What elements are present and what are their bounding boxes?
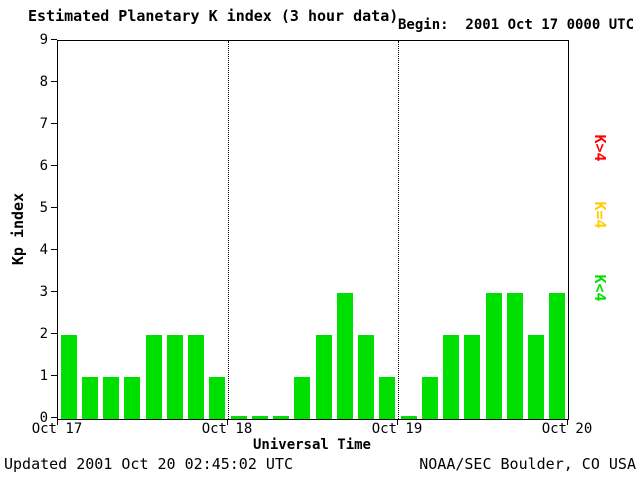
y-tick-mark — [51, 123, 57, 124]
y-tick-label: 1 — [39, 368, 48, 384]
credit-label: NOAA/SEC Boulder, CO USA — [419, 455, 636, 473]
x-tick-mark — [567, 419, 568, 425]
kp-bar — [145, 335, 162, 419]
kp-bar — [273, 416, 290, 419]
x-tick-label: Oct 17 — [31, 421, 83, 437]
y-tick-mark — [51, 291, 57, 292]
x-tick-mark — [227, 419, 228, 425]
kp-bar — [421, 377, 438, 419]
day-separator-line — [398, 41, 399, 419]
y-tick-label: 2 — [39, 326, 48, 342]
x-tick-label: Oct 19 — [371, 421, 423, 437]
kp-bar — [251, 416, 268, 419]
kp-bar — [209, 377, 226, 419]
y-tick-label: 9 — [39, 32, 48, 48]
kp-bar — [485, 293, 502, 419]
x-tick-mark — [397, 419, 398, 425]
kp-bar — [506, 293, 523, 419]
kp-bar — [358, 335, 375, 419]
begin-timestamp-label: Begin: 2001 Oct 17 0000 UTC — [398, 17, 635, 33]
y-tick-mark — [51, 39, 57, 40]
y-axis-title: Kp index — [9, 192, 27, 266]
kp-bar — [103, 377, 120, 419]
kp-bar — [188, 335, 205, 419]
y-tick-label: 0 — [39, 410, 48, 426]
day-separator-line — [228, 41, 229, 419]
x-tick-label: Oct 18 — [201, 421, 253, 437]
y-tick-label: 6 — [39, 158, 48, 174]
y-tick-mark — [51, 81, 57, 82]
chart-title: Estimated Planetary K index (3 hour data… — [28, 7, 399, 25]
y-tick-mark — [51, 165, 57, 166]
y-tick-label: 8 — [39, 74, 48, 90]
legend-item-k-lt-4: K<4 — [591, 274, 609, 302]
x-tick-mark — [57, 419, 58, 425]
legend-item-k-gt-4: K>4 — [591, 134, 609, 162]
kp-bar — [549, 293, 566, 419]
updated-timestamp: Updated 2001 Oct 20 02:45:02 UTC — [4, 455, 293, 473]
y-tick-mark — [51, 417, 57, 418]
y-tick-label: 4 — [39, 242, 48, 258]
kp-bar — [464, 335, 481, 419]
kp-bar — [315, 335, 332, 419]
kp-bar — [336, 293, 353, 419]
kp-bar — [400, 416, 417, 419]
x-tick-label: Oct 20 — [541, 421, 593, 437]
y-tick-label: 3 — [39, 284, 48, 300]
kp-bar — [230, 416, 247, 419]
y-tick-label: 5 — [39, 200, 48, 216]
kp-bar — [60, 335, 77, 419]
kp-bar — [379, 377, 396, 419]
kp-bar — [124, 377, 141, 419]
kp-bar — [528, 335, 545, 419]
y-tick-mark — [51, 249, 57, 250]
y-tick-mark — [51, 207, 57, 208]
kp-bar — [443, 335, 460, 419]
kp-bar — [81, 377, 98, 419]
plot-area — [57, 40, 569, 420]
y-tick-mark — [51, 375, 57, 376]
kp-bar — [294, 377, 311, 419]
x-axis-title: Universal Time — [252, 437, 371, 453]
kp-bar — [166, 335, 183, 419]
y-tick-label: 7 — [39, 116, 48, 132]
legend-item-k-eq-4: K=4 — [591, 201, 609, 229]
y-tick-mark — [51, 333, 57, 334]
